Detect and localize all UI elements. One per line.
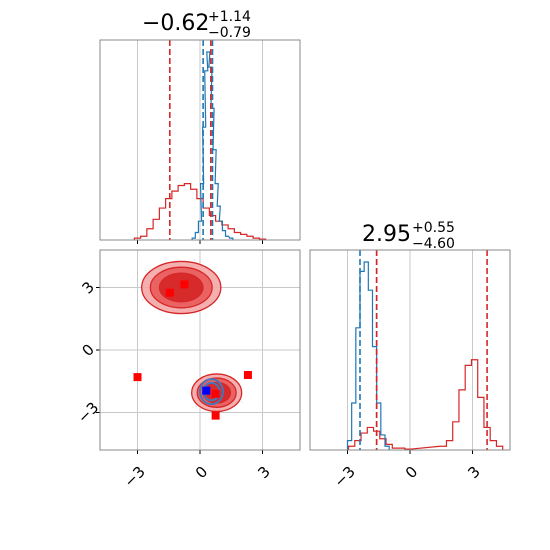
joint-sample-0-25 xyxy=(141,298,144,301)
joint-red-marker-5 xyxy=(211,411,220,420)
title-param2: 2.95 +0.55 −4.60 xyxy=(362,220,455,252)
joint-ytick-label-0: −3 xyxy=(74,398,102,426)
joint-ytick-label-2: 3 xyxy=(78,278,97,297)
marginal-panel-param1 xyxy=(99,39,301,244)
param1-frame xyxy=(99,39,301,241)
param2-hist-red xyxy=(347,359,504,450)
joint-red-marker-0 xyxy=(180,280,189,289)
title-param1-minus: −0.79 xyxy=(208,25,251,41)
joint-xtick-label-0: −3 xyxy=(120,463,148,491)
joint-sample-1-1 xyxy=(195,405,198,408)
title-param1-value: −0.62 xyxy=(142,11,209,36)
param2-hist-blue xyxy=(346,261,390,450)
param1-hist-red xyxy=(133,183,267,240)
joint-sample-1-10 xyxy=(240,400,243,403)
joint-red-marker-3 xyxy=(243,371,252,379)
title-param2-plus: +0.55 xyxy=(412,220,455,236)
param2-xtick-label-0: −3 xyxy=(330,463,358,491)
joint-sample-0-43 xyxy=(144,269,147,272)
joint-frame xyxy=(99,249,301,451)
marginal-panel-param2: −3 0 3 xyxy=(309,249,511,491)
joint-sample-0-12 xyxy=(193,259,196,261)
param2-xtick-label-1: 0 xyxy=(402,463,421,482)
joint-red-marker-1 xyxy=(165,288,174,297)
joint-blue-contour-0 xyxy=(199,378,224,406)
param2-xtick-label-2: 3 xyxy=(464,463,483,482)
joint-blue-marker-0 xyxy=(202,386,211,395)
joint-panel: −3 0 3 −3 0 3 xyxy=(74,249,301,491)
title-param1: −0.62 +1.14 −0.79 xyxy=(142,9,251,41)
param2-frame xyxy=(309,249,511,451)
title-param1-plus: +1.14 xyxy=(208,9,251,25)
joint-ytick-label-1: 0 xyxy=(78,340,97,359)
joint-xtick-label-1: 0 xyxy=(192,463,211,482)
title-param2-value: 2.95 xyxy=(362,222,411,247)
joint-red-marker-2 xyxy=(133,373,142,382)
joint-xtick-label-2: 3 xyxy=(254,463,273,482)
joint-red-marker-4 xyxy=(211,389,220,398)
title-param2-minus: −4.60 xyxy=(412,236,455,252)
